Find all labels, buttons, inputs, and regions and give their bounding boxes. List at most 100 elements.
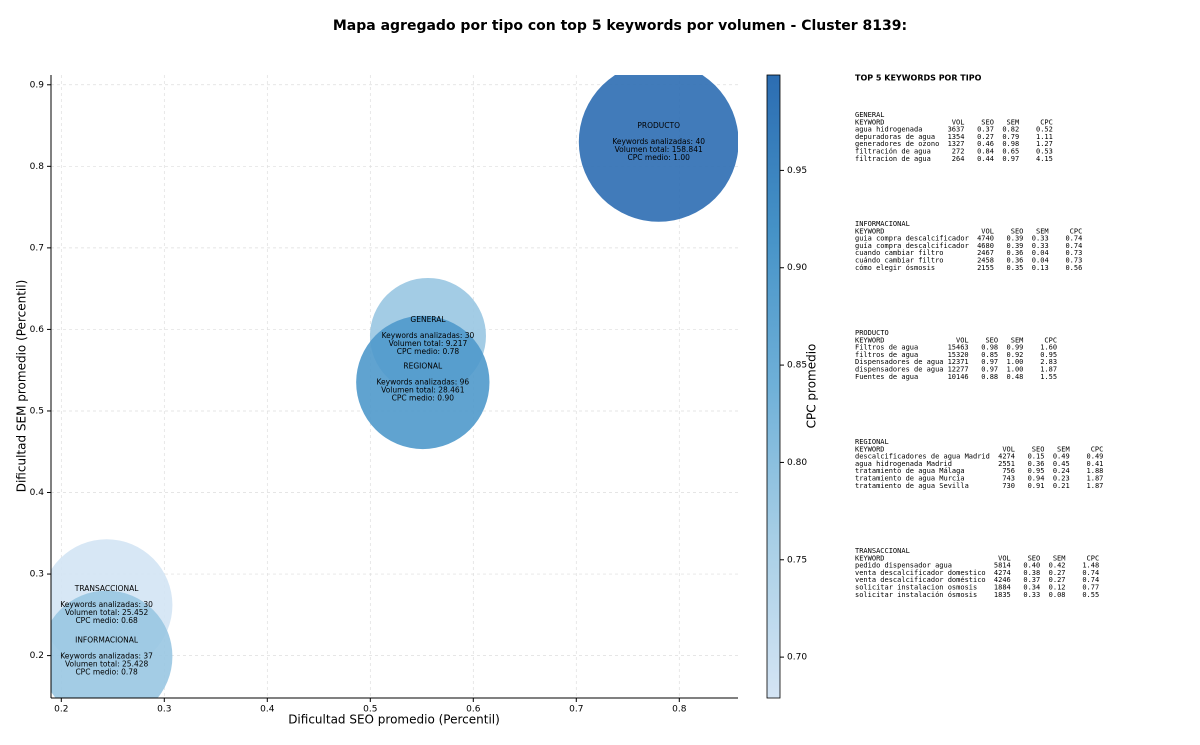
table-header: VOL	[956, 336, 969, 344]
table-cell: Filtros de agua	[855, 344, 918, 352]
table-header: KEYWORD	[855, 554, 885, 562]
colorbar-tick-label: 0.70	[787, 653, 807, 663]
table-header: CPC	[1040, 118, 1053, 126]
table-cell: 0.88	[981, 373, 998, 381]
table-header: CPC	[1044, 336, 1057, 344]
colorbar-tick-label: 0.80	[787, 458, 807, 468]
table-cell: 1.87	[1087, 475, 1104, 483]
table-cell: cómo elegir ósmosis	[855, 264, 935, 272]
table-cell: 1.27	[1036, 140, 1053, 148]
table-cell: venta descalcificador doméstico	[855, 576, 986, 584]
x-tick-label: 0.4	[260, 705, 275, 715]
table-cell: 0.52	[1036, 126, 1053, 134]
table-cell: 4246	[994, 576, 1011, 584]
table-header: KEYWORD	[855, 118, 885, 126]
y-tick-label: 0.9	[30, 80, 45, 90]
table-cell: 1.11	[1036, 133, 1053, 141]
bubble-name: GENERAL	[410, 315, 446, 324]
table-cell: 1.55	[1040, 373, 1057, 381]
table-cell: 0.15	[1028, 453, 1045, 461]
table-cell: 0.23	[1053, 475, 1070, 483]
table-cell: 3637	[948, 126, 965, 134]
table-cell: 12371	[948, 358, 969, 366]
table-header: KEYWORD	[855, 445, 885, 453]
bubble-annotation: Keywords analizadas: 30	[382, 331, 475, 340]
table-cell: 0.33	[1032, 242, 1049, 250]
table-cell: 10146	[948, 373, 969, 381]
table-cell: 15463	[948, 344, 969, 352]
table-cell: venta descalcificador domestico	[855, 569, 986, 577]
bubble-name: INFORMACIONAL	[75, 635, 139, 644]
table-cell: dispensadores de agua	[855, 366, 944, 374]
table-cell: 0.49	[1053, 453, 1070, 461]
bubble-annotation: Keywords analizadas: 30	[60, 600, 153, 609]
table-cell: 743	[1002, 475, 1015, 483]
table-cell: 756	[1002, 467, 1015, 475]
table-cell: 1327	[948, 140, 965, 148]
colorbar-tick-label: 0.90	[787, 263, 807, 273]
bubble	[51, 590, 173, 698]
table-cell: 0.56	[1065, 264, 1082, 272]
table-cell: 0.27	[977, 133, 994, 141]
table-cell: generadores de ozono	[855, 140, 939, 148]
table-cell: filtros de agua	[855, 351, 918, 359]
table-cell: 0.99	[1007, 344, 1024, 352]
table-cell: 0.94	[1028, 475, 1045, 483]
table-cell: cuando cambiar filtro	[855, 249, 944, 257]
bubble-annotation: Volumen total: 25.452	[65, 608, 149, 617]
table-cell: 1.87	[1040, 366, 1057, 374]
table-cell: 0.27	[1049, 576, 1066, 584]
x-axis-label: Dificultad SEO promedio (Percentil)	[288, 713, 500, 727]
x-tick-label: 0.7	[569, 705, 583, 715]
bubble-name: REGIONAL	[403, 361, 443, 370]
table-cell: filtracion de agua	[855, 155, 931, 163]
colorbar-tick-label: 0.85	[787, 361, 807, 371]
table-cell: 0.39	[1007, 235, 1024, 243]
bubble-name: PRODUCTO	[637, 121, 680, 130]
bubble-annotation: Keywords analizadas: 37	[60, 651, 153, 660]
y-tick-label: 0.3	[30, 570, 44, 580]
table-cell: 0.24	[1053, 467, 1070, 475]
table-cell: 1.00	[1007, 358, 1024, 366]
table-cell: 4740	[977, 235, 994, 243]
bubble-annotation: CPC medio: 0.68	[75, 616, 138, 625]
table-cell: 272	[952, 148, 965, 156]
table-cell: tratamiento de agua Málaga	[855, 467, 965, 475]
table-cell: agua hidrogenada Madrid	[855, 460, 952, 468]
table-cell: solicitar instalacion osmosis	[855, 584, 977, 592]
table-cell: 0.37	[977, 126, 994, 134]
table-cell: 0.33	[1032, 235, 1049, 243]
y-tick-label: 0.2	[30, 651, 44, 661]
colorbar	[766, 74, 781, 699]
table-header: VOL	[952, 118, 965, 126]
table-cell: 1.87	[1087, 482, 1104, 490]
table-cell: solicitar instalación ósmosis	[855, 591, 977, 599]
table-cell: 0.73	[1065, 257, 1082, 265]
table-cell: 0.39	[1007, 242, 1024, 250]
table-cell: 1.48	[1082, 562, 1099, 570]
table-header: SEO	[1011, 227, 1024, 235]
colorbar-tick-label: 0.75	[787, 555, 807, 565]
x-tick-label: 0.3	[157, 705, 171, 715]
table-header: VOL	[1002, 445, 1015, 453]
table-cell: 0.74	[1082, 569, 1099, 577]
table-cell: 1.00	[1007, 366, 1024, 374]
table-cell: Dispensadores de agua	[855, 358, 944, 366]
table-cell: 0.38	[1023, 569, 1040, 577]
table-cell: 0.12	[1049, 584, 1066, 592]
table-cell: 0.35	[1007, 264, 1024, 272]
bubble-annotation: Volumen total: 28.461	[381, 385, 465, 394]
y-tick-label: 0.5	[30, 406, 44, 416]
table-cell: 4274	[998, 453, 1015, 461]
table-cell: 0.91	[1028, 482, 1045, 490]
table-cell: 0.36	[1028, 460, 1045, 468]
table-cell: 1.60	[1040, 344, 1057, 352]
table-header: VOL	[981, 227, 994, 235]
y-tick-label: 0.4	[30, 488, 45, 498]
table-cell: 264	[952, 155, 965, 163]
table-cell: 0.98	[981, 344, 998, 352]
bubble-annotation: Keywords analizadas: 96	[376, 377, 469, 386]
table-cell: Fuentes de agua	[855, 373, 918, 381]
table-cell: 0.97	[981, 366, 998, 374]
table-cell: 0.55	[1082, 591, 1099, 599]
